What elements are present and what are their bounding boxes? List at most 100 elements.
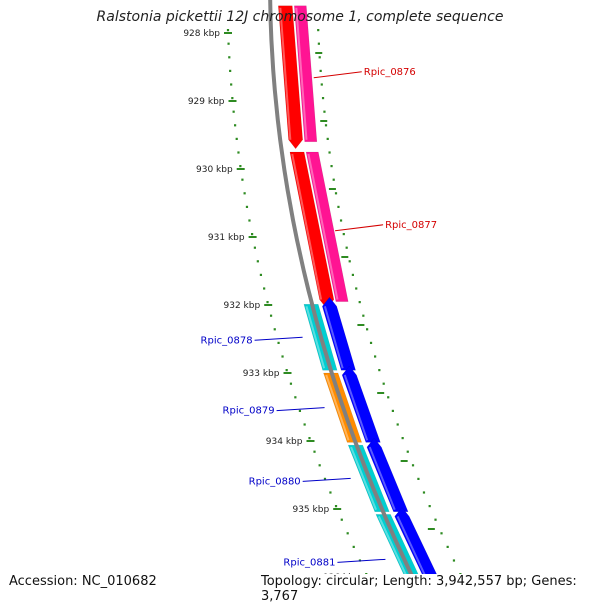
gene-highlight xyxy=(323,306,344,369)
topology-text: Topology: circular; Length: 3,942,557 bp… xyxy=(261,574,600,604)
label-leader xyxy=(276,407,325,412)
scale-dot xyxy=(334,192,338,195)
scale-dot xyxy=(440,532,443,535)
kbp-label: 931 kbp xyxy=(208,233,245,243)
scale-dot xyxy=(243,192,246,195)
scale-dot xyxy=(234,124,237,127)
scale-dot xyxy=(277,341,280,344)
scale-dot xyxy=(334,505,338,508)
scale-dots xyxy=(226,29,462,576)
gene-highlight xyxy=(295,7,308,140)
map-title: Ralstonia pickettii 12J chromosome 1, co… xyxy=(96,9,504,25)
scale-dot xyxy=(324,124,328,127)
gene-label: Rpic_0880 xyxy=(249,476,301,487)
scale-dot xyxy=(263,287,266,290)
gene-highlight xyxy=(279,7,292,140)
scale-dot xyxy=(237,151,240,154)
scale-dot xyxy=(332,178,335,181)
gene-highlight xyxy=(350,446,377,511)
scale-dot xyxy=(303,423,306,426)
gene-highlight xyxy=(343,374,369,441)
scale-dot xyxy=(452,559,456,562)
scale-dot xyxy=(248,219,251,222)
scale-dot xyxy=(358,301,361,304)
scale-dot xyxy=(340,518,343,521)
scale-dot xyxy=(345,246,348,249)
kbp-label: 928 kbp xyxy=(183,29,220,39)
scale-dot xyxy=(326,137,329,140)
scale-dot xyxy=(273,328,276,331)
gene-highlight xyxy=(325,374,350,441)
kbp-label: 935 kbp xyxy=(292,505,329,515)
label-leader xyxy=(254,336,303,341)
scale-dot xyxy=(366,328,369,331)
scale-dot xyxy=(231,97,234,100)
scale-dot xyxy=(227,42,230,45)
gene-label: Rpic_0878 xyxy=(201,335,253,346)
gene-tracks xyxy=(278,5,450,600)
scale-dot xyxy=(355,287,358,290)
scale-dot xyxy=(317,42,320,45)
scale-dot xyxy=(352,545,355,548)
scale-dot xyxy=(319,69,322,72)
scale-dot xyxy=(269,314,273,317)
scale-dot xyxy=(369,341,373,344)
gene-block xyxy=(305,151,349,302)
scale-dot xyxy=(289,382,293,385)
scale-dot xyxy=(401,437,404,440)
scale-dot xyxy=(239,165,242,168)
scale-dot xyxy=(241,178,244,181)
scale-dot xyxy=(318,56,321,59)
scale-dot xyxy=(406,450,409,453)
gene-highlight xyxy=(307,153,339,300)
accession-text: Accession: NC_010682 xyxy=(9,574,157,589)
scale-dot xyxy=(323,110,326,113)
scale-dot xyxy=(251,233,254,236)
scale-dot xyxy=(235,137,238,140)
scale-dot xyxy=(253,246,256,249)
scale-dot xyxy=(308,437,311,440)
scale-dot xyxy=(382,382,385,385)
scale-dot xyxy=(362,314,365,317)
kbp-label: 929 kbp xyxy=(188,97,225,107)
scale-dot xyxy=(411,464,415,467)
scale-dot xyxy=(396,423,399,426)
kbp-label: 932 kbp xyxy=(224,301,261,311)
scale-dot xyxy=(330,165,333,168)
gene-block xyxy=(278,5,303,150)
scale-dot xyxy=(329,491,332,494)
scale-dot xyxy=(294,396,297,399)
scale-dot xyxy=(256,260,259,263)
scale-dot xyxy=(351,273,354,276)
label-leader xyxy=(302,477,351,482)
scale-dot xyxy=(320,83,323,86)
scale-dot xyxy=(245,205,249,208)
scale-dot xyxy=(229,69,232,72)
scale-dot xyxy=(346,532,349,535)
scale-dot xyxy=(230,83,233,86)
scale-dot xyxy=(328,151,331,154)
label-leader xyxy=(335,224,384,232)
scale-dot xyxy=(417,477,420,480)
gene-highlight xyxy=(291,153,323,300)
scale-dot xyxy=(266,301,269,304)
scale-dot xyxy=(391,409,394,412)
chromosome-backbone xyxy=(268,0,426,600)
scale-dot xyxy=(298,409,302,412)
scale-dot xyxy=(378,369,381,372)
scale-dot xyxy=(317,29,320,32)
scale-dot xyxy=(446,545,449,548)
gene-highlight xyxy=(368,446,396,511)
gene-label: Rpic_0877 xyxy=(385,220,437,231)
scale-dot xyxy=(348,260,351,263)
scale-dot xyxy=(259,273,263,276)
scale-dot xyxy=(226,29,230,32)
kbp-ticks: 928 kbp 929 kbp 930 kbp 931 kbp 932 kbp 933 k… xyxy=(183,29,466,598)
label-leader xyxy=(337,558,386,563)
scale-dot xyxy=(281,355,284,358)
scale-dot xyxy=(342,233,345,236)
scale-dot xyxy=(428,505,431,508)
backbone-line xyxy=(268,0,426,600)
scale-dot xyxy=(323,477,327,480)
kbp-label: 934 kbp xyxy=(266,437,303,447)
